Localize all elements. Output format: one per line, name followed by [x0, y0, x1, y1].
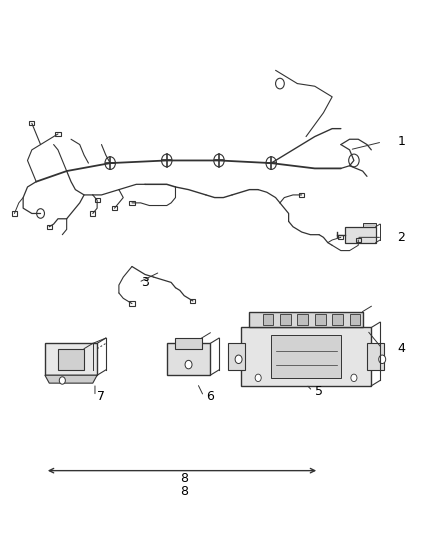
- Text: 8: 8: [180, 472, 188, 485]
- Polygon shape: [250, 312, 363, 327]
- Polygon shape: [280, 314, 291, 325]
- Polygon shape: [262, 314, 273, 325]
- Polygon shape: [332, 314, 343, 325]
- Polygon shape: [271, 335, 341, 378]
- Circle shape: [255, 374, 261, 382]
- Polygon shape: [367, 343, 385, 370]
- Text: 5: 5: [315, 385, 323, 398]
- Circle shape: [59, 377, 65, 384]
- Text: 1: 1: [397, 135, 405, 148]
- Text: 7: 7: [97, 390, 105, 403]
- Polygon shape: [345, 227, 376, 243]
- Polygon shape: [241, 327, 371, 386]
- Polygon shape: [45, 375, 97, 383]
- Polygon shape: [58, 349, 84, 370]
- Polygon shape: [350, 314, 360, 325]
- Text: 3: 3: [141, 276, 148, 289]
- Circle shape: [351, 374, 357, 382]
- Polygon shape: [45, 343, 97, 375]
- Polygon shape: [228, 343, 245, 370]
- Polygon shape: [363, 223, 376, 227]
- Polygon shape: [315, 314, 325, 325]
- Polygon shape: [167, 343, 210, 375]
- Circle shape: [379, 355, 386, 364]
- Text: 2: 2: [397, 231, 405, 244]
- Text: 6: 6: [206, 390, 214, 403]
- Text: 4: 4: [397, 342, 405, 355]
- Text: 8: 8: [180, 486, 188, 498]
- Polygon shape: [176, 338, 201, 349]
- Circle shape: [235, 355, 242, 364]
- Polygon shape: [297, 314, 308, 325]
- Circle shape: [185, 360, 192, 369]
